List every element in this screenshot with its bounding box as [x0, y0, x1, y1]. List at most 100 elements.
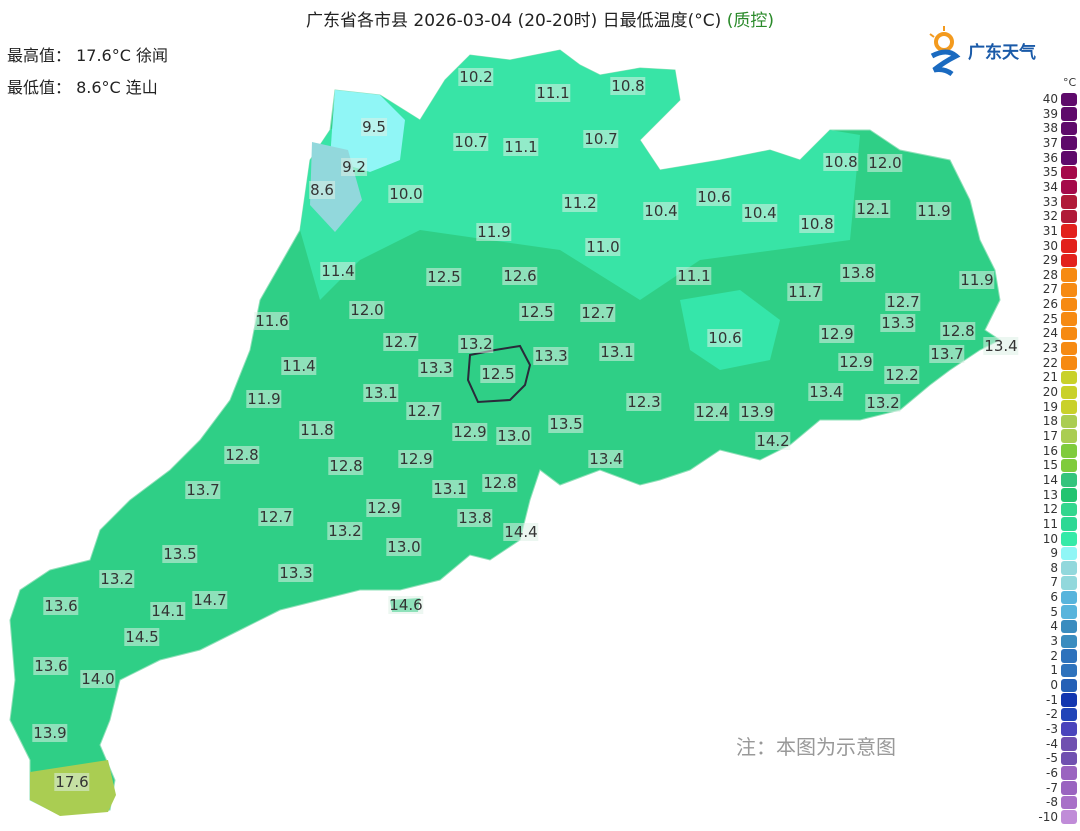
legend-item: 29 — [1030, 253, 1078, 268]
legend-value: 11 — [1042, 516, 1058, 531]
legend-swatch — [1061, 502, 1077, 517]
schematic-note: 注：本图为示意图 — [736, 735, 896, 759]
legend-item: 34 — [1030, 180, 1078, 195]
legend-value: 40 — [1042, 92, 1058, 106]
legend-swatch — [1061, 312, 1077, 326]
station-temp-label: 12.2 — [884, 366, 920, 384]
legend-item: 6 — [1030, 590, 1078, 605]
legend-value: 6 — [1050, 590, 1058, 605]
legend-swatch — [1061, 619, 1077, 634]
legend-item: 37 — [1030, 136, 1078, 151]
station-temp-label: 13.9 — [32, 724, 68, 742]
legend-swatch — [1061, 414, 1077, 429]
station-temp-label: 13.0 — [386, 538, 422, 556]
legend-item: -1 — [1030, 693, 1078, 708]
legend-value: 32 — [1042, 209, 1058, 224]
legend-swatch — [1061, 341, 1077, 356]
station-temp-label: 14.4 — [503, 523, 539, 541]
legend-item: 30 — [1030, 239, 1078, 254]
station-temp-label: 10.7 — [583, 130, 619, 148]
legend-swatch — [1061, 751, 1077, 766]
station-temp-label: 13.3 — [418, 359, 454, 377]
legend-item: 40 — [1030, 92, 1078, 107]
legend-item: 11 — [1030, 517, 1078, 532]
legend-swatch — [1061, 678, 1077, 693]
legend-swatch — [1061, 781, 1077, 795]
legend-swatch — [1061, 649, 1077, 663]
station-temp-label: 13.8 — [457, 509, 493, 527]
legend-swatch — [1061, 532, 1077, 546]
station-temp-label: 11.6 — [254, 312, 290, 330]
qc-tag: (质控) — [726, 11, 774, 31]
station-temp-label: 10.4 — [742, 204, 778, 222]
station-temp-label: 11.9 — [476, 223, 512, 241]
legend-value: 30 — [1042, 238, 1058, 253]
legend-swatch — [1061, 282, 1077, 297]
legend-value: 14 — [1042, 472, 1058, 487]
legend-swatch — [1061, 268, 1077, 282]
legend-value: 9 — [1050, 546, 1058, 561]
station-temp-label: 8.6 — [309, 181, 335, 199]
legend-item: 22 — [1030, 356, 1078, 371]
station-temp-label: 13.3 — [278, 564, 314, 582]
station-temp-label: 13.4 — [588, 450, 624, 468]
station-temp-label: 13.3 — [880, 314, 916, 332]
legend-item: 32 — [1030, 209, 1078, 224]
legend-value: -10 — [1038, 809, 1058, 824]
legend-swatch — [1061, 575, 1077, 590]
station-temp-label: 9.5 — [361, 118, 387, 136]
legend-swatch — [1061, 209, 1077, 224]
station-temp-label: 11.9 — [959, 271, 995, 289]
legend-item: 0 — [1030, 678, 1078, 693]
station-temp-label: 10.0 — [388, 185, 424, 203]
legend-value: -1 — [1046, 692, 1058, 707]
station-temp-label: 12.9 — [398, 450, 434, 468]
legend-item: 4 — [1030, 619, 1078, 634]
legend-swatch — [1061, 385, 1077, 400]
station-temp-label: 12.8 — [940, 322, 976, 340]
station-temp-label: 13.9 — [739, 403, 775, 421]
station-temp-label: 12.7 — [885, 293, 921, 311]
legend-value: 36 — [1042, 150, 1058, 165]
legend-swatch — [1061, 707, 1077, 722]
legend-item: 21 — [1030, 370, 1078, 385]
legend-item: 8 — [1030, 561, 1078, 576]
legend-swatch — [1061, 737, 1077, 751]
legend-swatch — [1061, 590, 1077, 605]
legend-value: -7 — [1046, 780, 1058, 795]
legend-item: 25 — [1030, 312, 1078, 327]
legend-swatch — [1061, 151, 1077, 165]
station-temp-label: 12.6 — [502, 267, 538, 285]
legend-value: 34 — [1042, 179, 1058, 194]
station-temp-label: 11.2 — [562, 194, 598, 212]
legend-item: 5 — [1030, 605, 1078, 620]
station-temp-label: 13.8 — [840, 264, 876, 282]
station-temp-label: 11.1 — [535, 84, 571, 102]
legend-swatch — [1061, 766, 1077, 780]
legend-value: 12 — [1042, 502, 1058, 517]
legend-unit: °C — [1063, 76, 1077, 89]
station-temp-label: 12.8 — [482, 474, 518, 492]
legend-item: 2 — [1030, 649, 1078, 664]
station-temp-label: 11.9 — [246, 390, 282, 408]
legend-swatch — [1061, 634, 1077, 649]
legend-item: -8 — [1030, 795, 1078, 810]
legend-item: 39 — [1030, 107, 1078, 122]
station-temp-label: 11.1 — [503, 138, 539, 156]
legend-item: 38 — [1030, 121, 1078, 136]
legend-item: 15 — [1030, 458, 1078, 473]
legend-swatch — [1061, 253, 1077, 268]
legend-item: 28 — [1030, 268, 1078, 283]
legend-swatch — [1061, 458, 1077, 473]
station-temp-label: 11.0 — [585, 238, 621, 256]
legend-value: 18 — [1042, 414, 1058, 429]
legend-swatch — [1061, 517, 1077, 531]
legend-value: 27 — [1042, 282, 1058, 297]
station-temp-label: 10.8 — [610, 77, 646, 95]
legend-value: 13 — [1042, 487, 1058, 502]
legend-swatch — [1061, 795, 1077, 810]
title-text: 广东省各市县 2026-03-04 (20-20时) 日最低温度(°C) — [306, 11, 722, 31]
legend-value: 8 — [1050, 560, 1058, 575]
legend-swatch — [1061, 488, 1077, 502]
